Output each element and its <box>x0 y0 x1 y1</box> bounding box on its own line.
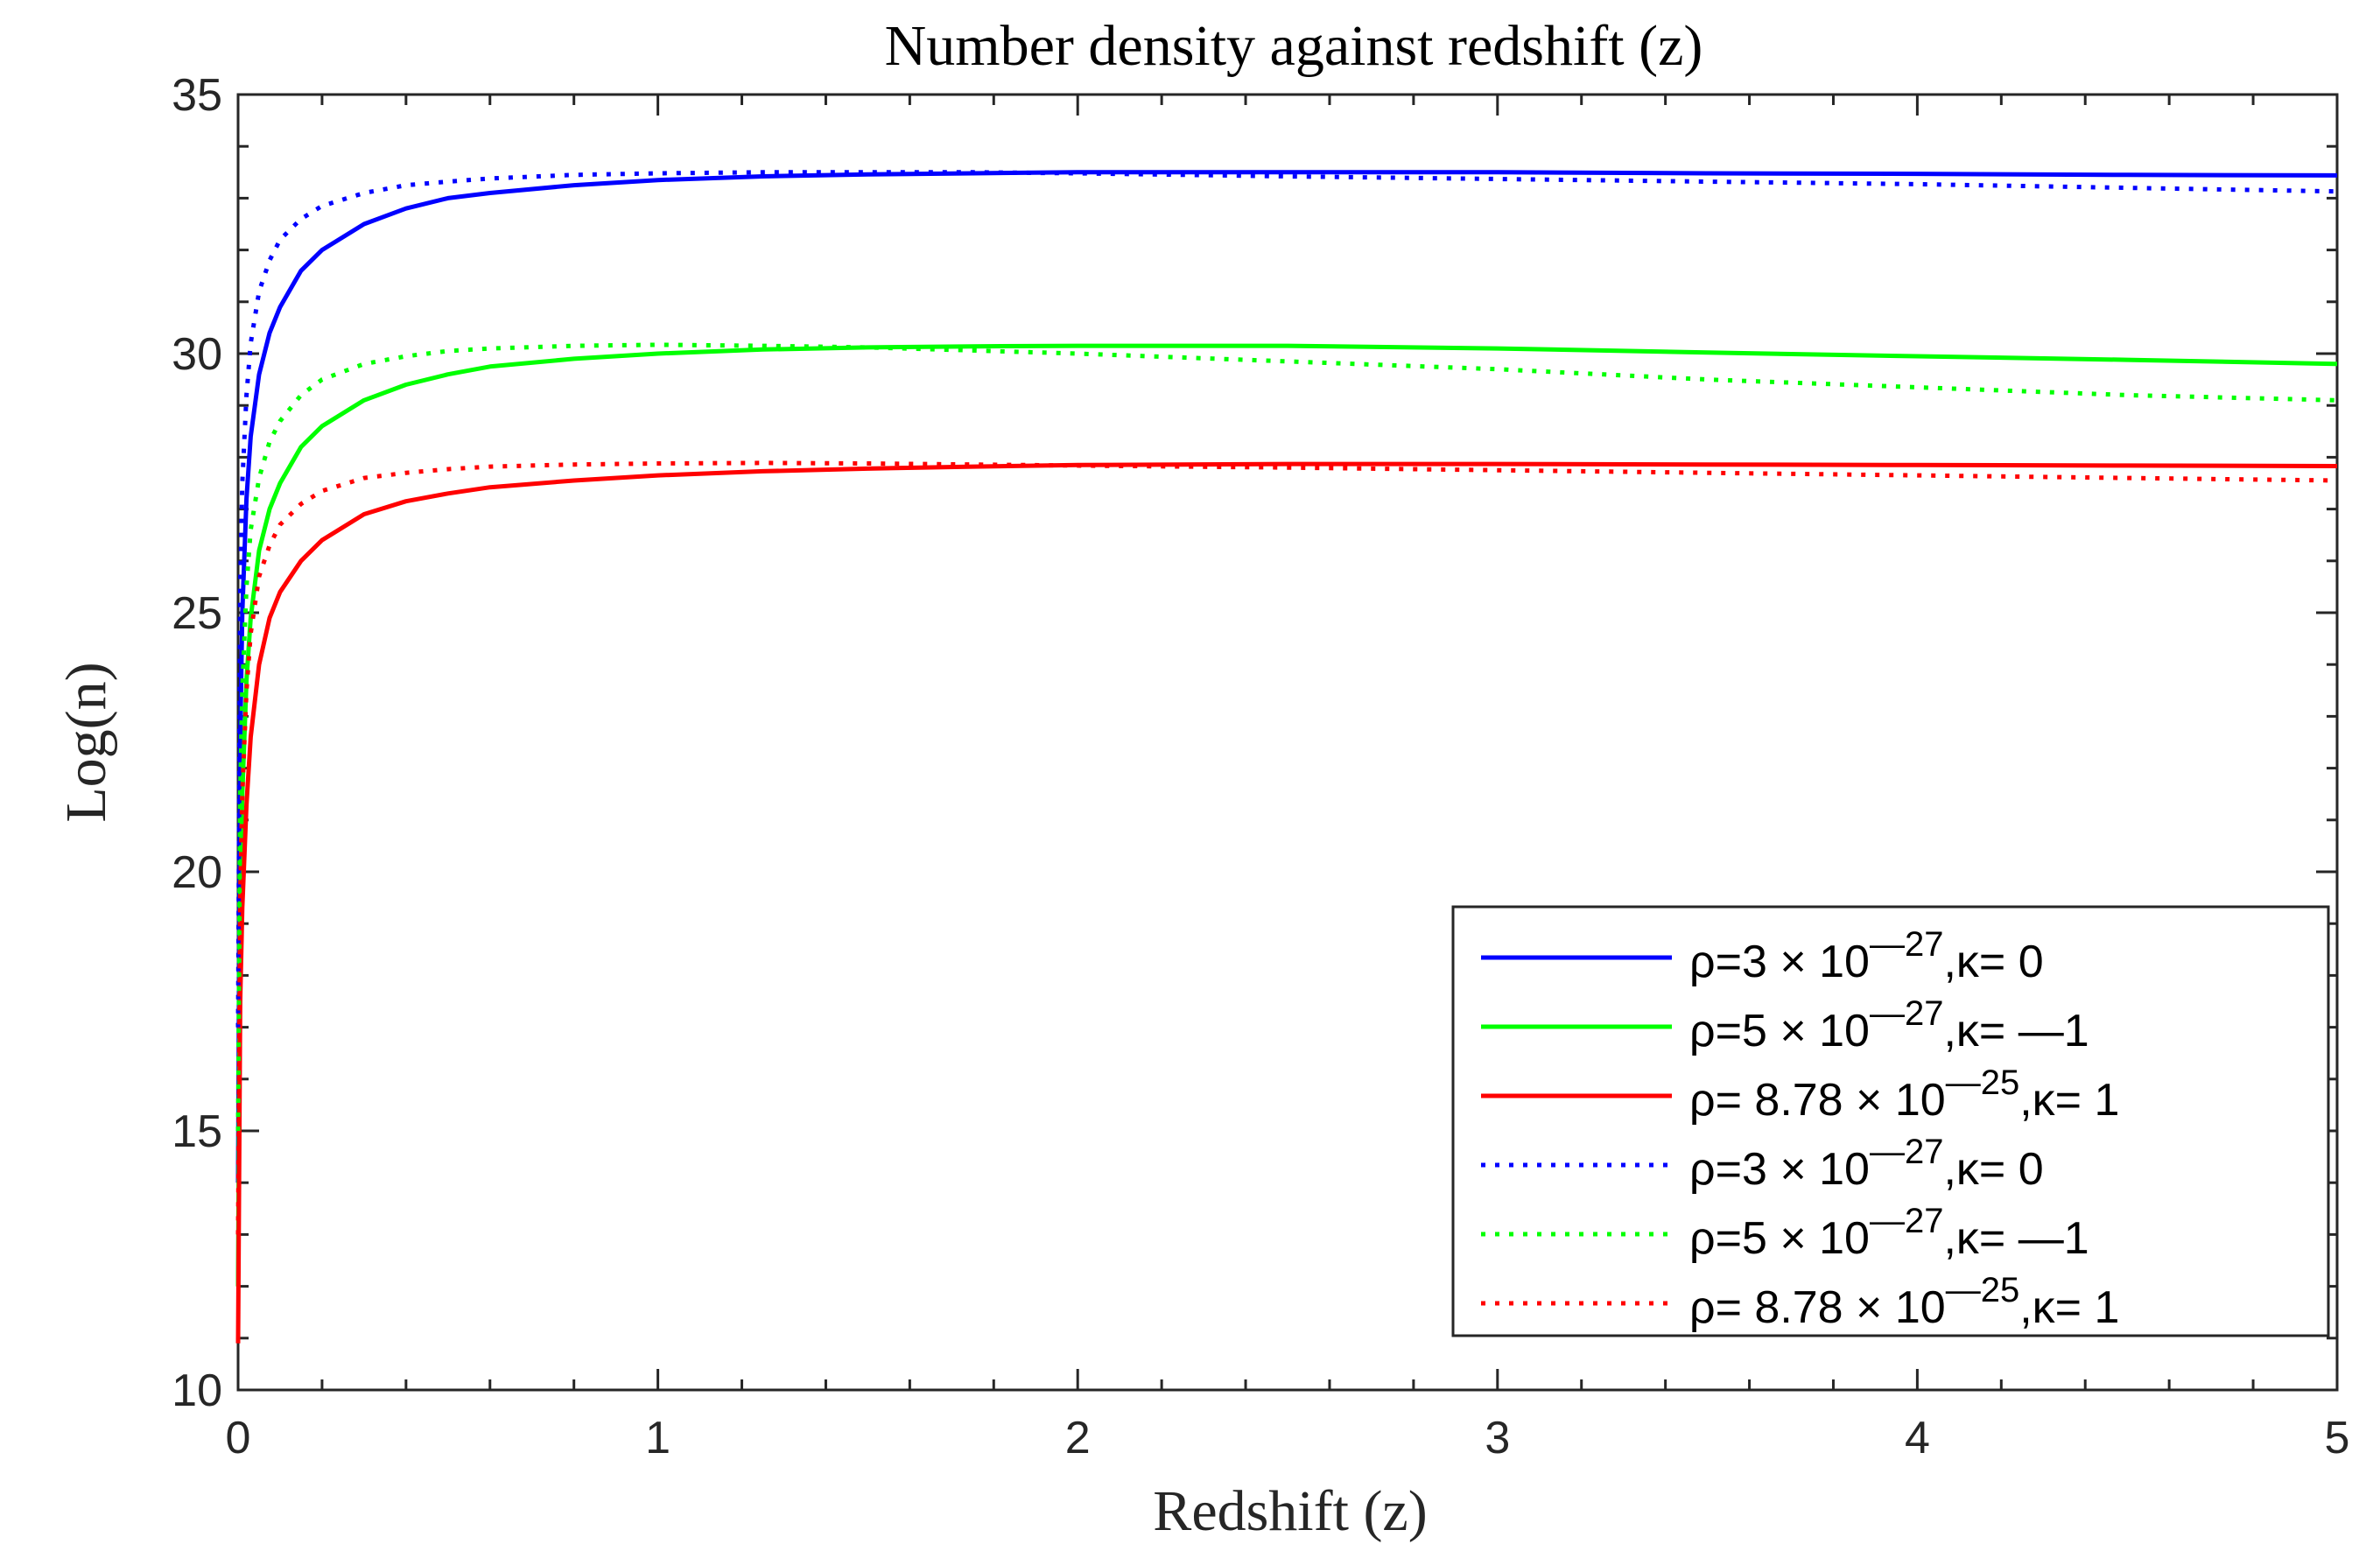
legend-label-solid-red: ρ= 8.78 × 10—25,κ= 1 <box>1689 1063 2119 1126</box>
y-tick-label: 35 <box>172 70 222 121</box>
y-tick-labels: 10 15 20 25 30 35 <box>172 70 222 1416</box>
x-axis-label: Redshift (z) <box>1153 1479 1427 1543</box>
series-line-solid-green <box>235 343 2338 1287</box>
x-tick-label: 5 <box>2325 1413 2350 1463</box>
series-layer <box>235 170 2338 1344</box>
chart-title: Number density against redshift (z) <box>885 14 1703 78</box>
x-tick-label: 1 <box>645 1413 670 1463</box>
series-line-dotted-blue <box>235 170 2338 1028</box>
x-tick-labels: 0 1 2 3 4 5 <box>226 1413 2350 1463</box>
y-tick-label: 10 <box>172 1365 222 1416</box>
legend-label-dotted-red: ρ= 8.78 × 10—25,κ= 1 <box>1689 1271 2119 1333</box>
x-tick-label: 4 <box>1905 1413 1930 1463</box>
legend-label-dotted-blue: ρ=3 × 10—27,κ= 0 <box>1689 1133 2044 1195</box>
legend-label-solid-blue: ρ=3 × 10—27,κ= 0 <box>1689 925 2044 987</box>
y-axis-label: Log(n) <box>54 662 118 822</box>
legend-label-solid-green: ρ=5 × 10—27,κ= —1 <box>1689 994 2089 1056</box>
legend-box <box>1451 905 2330 1337</box>
y-tick-label: 30 <box>172 329 222 380</box>
legend-label-dotted-green: ρ=5 × 10—27,κ= —1 <box>1689 1202 2089 1264</box>
x-tick-label: 3 <box>1485 1413 1510 1463</box>
y-tick-label: 15 <box>172 1106 222 1157</box>
legend: ρ=3 × 10—27,κ= 0 ρ=5 × 10—27,κ= —1 ρ= 8.78… <box>1451 905 2330 1337</box>
series-line-solid-red <box>235 461 2338 1344</box>
x-tick-label: 2 <box>1065 1413 1091 1463</box>
series-line-solid-blue <box>235 170 2338 1183</box>
x-tick-label: 0 <box>226 1413 251 1463</box>
series-line-dotted-green <box>235 342 2338 1132</box>
y-tick-label: 25 <box>172 588 222 639</box>
y-tick-label: 20 <box>172 847 222 898</box>
